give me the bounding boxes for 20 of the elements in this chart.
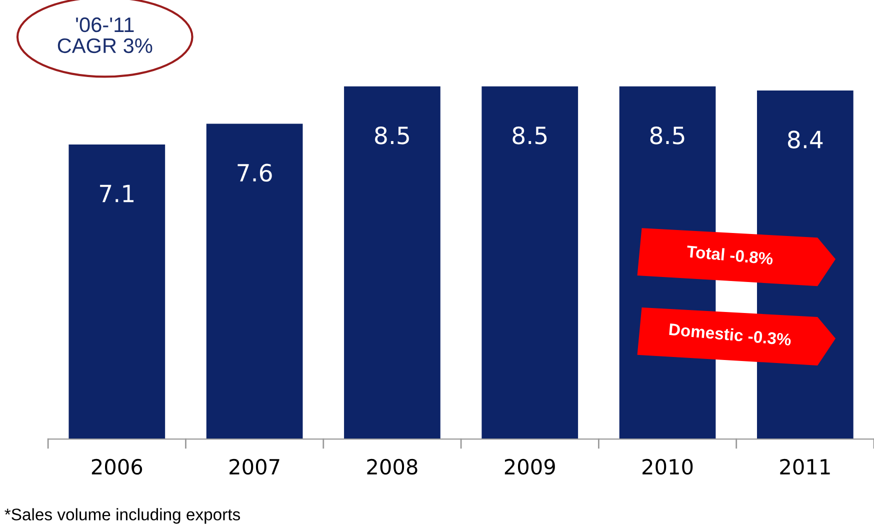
x-tick-label: 2007 [230, 458, 280, 475]
data-label: 7.1 [100, 184, 134, 202]
annotation: Total -0.8% [686, 245, 774, 265]
bar [206, 124, 303, 440]
data-label: 8.5 [650, 126, 684, 144]
data-label: 7.6 [238, 164, 272, 182]
x-tick-label: 2006 [92, 458, 142, 475]
data-label: 8.4 [788, 130, 823, 148]
text: *Sales volume including exports [4, 508, 240, 524]
data-label: 8.5 [375, 126, 409, 144]
x-tick-label: 2010 [642, 458, 693, 475]
x-tick-label: 2008 [367, 458, 418, 475]
data-label: 8.5 [512, 126, 547, 144]
bar [344, 86, 440, 440]
bar [482, 86, 578, 440]
x-tick-label: 2011 [780, 458, 830, 475]
annotation: Domestic -0.3% [669, 322, 792, 346]
x-tick-label: 2009 [504, 458, 555, 475]
bar [68, 144, 166, 440]
text: '06-'11 CAGR 3% [58, 17, 152, 54]
